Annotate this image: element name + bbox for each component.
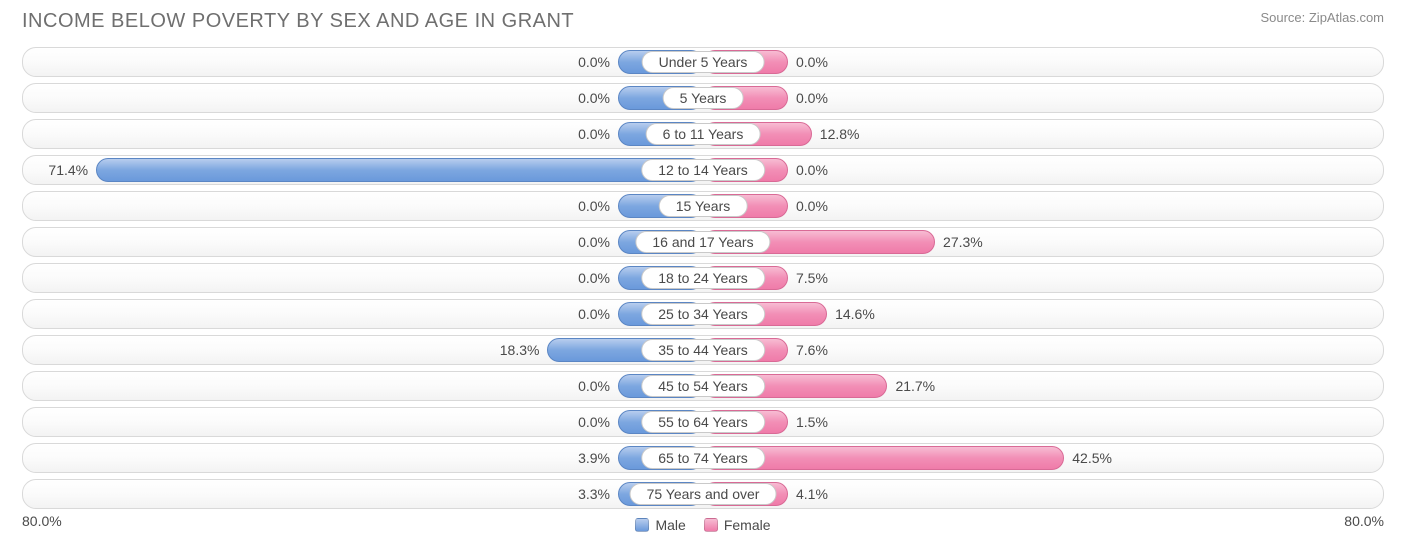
female-value-label: 4.1% <box>796 486 828 502</box>
chart-row: 3.3% 4.1% 75 Years and over <box>22 479 1384 509</box>
male-value-label: 0.0% <box>578 306 610 322</box>
legend-male-label: Male <box>655 517 685 533</box>
category-pill: 75 Years and over <box>630 483 777 505</box>
male-value-label: 0.0% <box>578 234 610 250</box>
male-value-label: 3.9% <box>578 450 610 466</box>
chart-row: 3.9% 42.5% 65 to 74 Years <box>22 443 1384 473</box>
chart-row: 0.0% 0.0% 15 Years <box>22 191 1384 221</box>
chart-row: 0.0% 14.6% 25 to 34 Years <box>22 299 1384 329</box>
chart-row: 0.0% 0.0% 5 Years <box>22 83 1384 113</box>
male-value-label: 0.0% <box>578 90 610 106</box>
female-value-label: 21.7% <box>895 378 935 394</box>
male-bar <box>96 158 703 182</box>
chart-row: 0.0% 7.5% 18 to 24 Years <box>22 263 1384 293</box>
swatch-male-icon <box>635 518 649 532</box>
chart-row: 0.0% 1.5% 55 to 64 Years <box>22 407 1384 437</box>
male-value-label: 3.3% <box>578 486 610 502</box>
female-value-label: 7.6% <box>796 342 828 358</box>
male-value-label: 0.0% <box>578 414 610 430</box>
category-pill: 16 and 17 Years <box>635 231 770 253</box>
legend-female-label: Female <box>724 517 771 533</box>
chart-row: 0.0% 12.8% 6 to 11 Years <box>22 119 1384 149</box>
category-pill: 45 to 54 Years <box>641 375 765 397</box>
female-value-label: 12.8% <box>820 126 860 142</box>
male-value-label: 0.0% <box>578 270 610 286</box>
female-value-label: 0.0% <box>796 198 828 214</box>
swatch-female-icon <box>704 518 718 532</box>
female-value-label: 14.6% <box>835 306 875 322</box>
chart-area: 0.0%0.0%Under 5 Years0.0%0.0%5 Years0.0%… <box>0 39 1406 509</box>
chart-row: 0.0% 27.3% 16 and 17 Years <box>22 227 1384 257</box>
legend-female: Female <box>704 517 771 533</box>
male-value-label: 0.0% <box>578 378 610 394</box>
category-pill: 25 to 34 Years <box>641 303 765 325</box>
category-pill: 12 to 14 Years <box>641 159 765 181</box>
male-value-label: 0.0% <box>578 126 610 142</box>
female-value-label: 0.0% <box>796 90 828 106</box>
male-value-label: 0.0% <box>578 198 610 214</box>
chart-header: INCOME BELOW POVERTY BY SEX AND AGE IN G… <box>0 0 1406 39</box>
chart-row: 0.0% 21.7% 45 to 54 Years <box>22 371 1384 401</box>
female-value-label: 27.3% <box>943 234 983 250</box>
category-pill: Under 5 Years <box>642 51 765 73</box>
female-value-label: 0.0% <box>796 54 828 70</box>
female-value-label: 7.5% <box>796 270 828 286</box>
category-pill: 55 to 64 Years <box>641 411 765 433</box>
chart-row: 71.4% 0.0% 12 to 14 Years <box>22 155 1384 185</box>
category-pill: 15 Years <box>659 195 748 217</box>
chart-source: Source: ZipAtlas.com <box>1260 10 1384 25</box>
male-value-label: 18.3% <box>500 342 540 358</box>
chart-row: 0.0% 0.0% Under 5 Years <box>22 47 1384 77</box>
axis-row: 80.0% Male Female 80.0% <box>0 513 1406 533</box>
legend-male: Male <box>635 517 685 533</box>
category-pill: 18 to 24 Years <box>641 267 765 289</box>
chart-title: INCOME BELOW POVERTY BY SEX AND AGE IN G… <box>22 10 574 33</box>
category-pill: 5 Years <box>663 87 744 109</box>
axis-left-label: 80.0% <box>22 513 62 533</box>
legend: Male Female <box>635 517 770 533</box>
chart-row: 18.3% 7.6% 35 to 44 Years <box>22 335 1384 365</box>
category-pill: 35 to 44 Years <box>641 339 765 361</box>
axis-right-label: 80.0% <box>1344 513 1384 533</box>
female-value-label: 0.0% <box>796 162 828 178</box>
male-value-label: 71.4% <box>48 162 88 178</box>
male-value-label: 0.0% <box>578 54 610 70</box>
category-pill: 6 to 11 Years <box>646 123 761 145</box>
category-pill: 65 to 74 Years <box>641 447 765 469</box>
female-value-label: 1.5% <box>796 414 828 430</box>
female-value-label: 42.5% <box>1072 450 1112 466</box>
